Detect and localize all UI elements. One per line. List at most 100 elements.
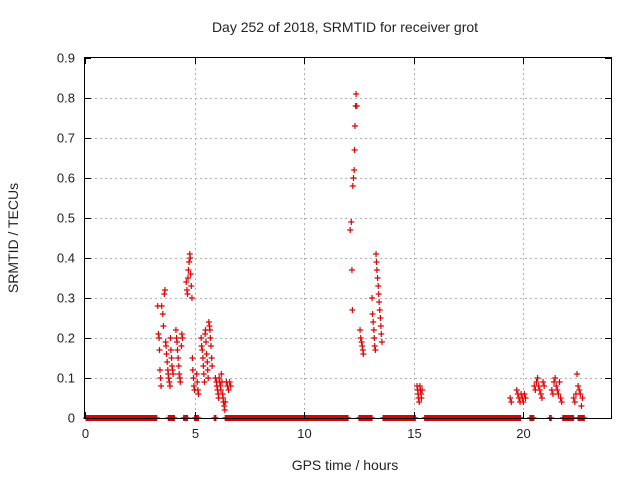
y-tick-label: 0.3	[57, 291, 75, 306]
data-point	[369, 295, 376, 301]
data-point	[156, 335, 163, 341]
data-point	[571, 399, 578, 405]
axis-ticks: 0 0.1 0.2 0.3 0.4 0.5 0.6 0.7 0.8 0.9 0 5 10 15 20	[57, 51, 611, 441]
data-point	[175, 363, 182, 369]
data-point	[576, 387, 583, 393]
data-point	[167, 347, 174, 353]
data-point	[556, 379, 563, 385]
data-point	[577, 391, 584, 397]
data-point	[370, 319, 377, 325]
data-point	[188, 295, 195, 301]
data-point	[158, 303, 165, 309]
data-point	[165, 375, 172, 381]
data-point	[521, 391, 528, 397]
data-point	[158, 383, 165, 389]
data-point	[217, 387, 224, 393]
data-point	[216, 375, 223, 381]
data-point	[159, 311, 166, 317]
data-point	[419, 387, 426, 393]
y-tick-label: 0.7	[57, 131, 75, 146]
data-point	[374, 275, 381, 281]
chart-title: Day 252 of 2018, SRMTID for receiver gro…	[212, 19, 478, 35]
data-point	[203, 351, 210, 357]
data-point	[373, 251, 380, 257]
data-point	[548, 387, 555, 393]
data-point	[418, 395, 425, 401]
data-point	[178, 343, 185, 349]
data-point	[551, 379, 558, 385]
data-point	[190, 375, 197, 381]
data-point	[187, 271, 194, 277]
x-tick-label: 5	[192, 426, 199, 441]
y-tick-label: 0.5	[57, 211, 75, 226]
data-point	[222, 399, 229, 405]
data-point	[168, 355, 175, 361]
data-point	[549, 391, 556, 397]
x-tick-label: 15	[407, 426, 421, 441]
data-point	[193, 371, 200, 377]
data-point	[204, 367, 211, 373]
data-point	[185, 267, 192, 273]
data-point	[378, 339, 385, 345]
data-point	[535, 383, 542, 389]
data-point	[209, 363, 216, 369]
data-point	[558, 399, 565, 405]
data-point	[194, 387, 201, 393]
data-point	[520, 399, 527, 405]
data-point	[373, 267, 380, 273]
data-point	[226, 379, 233, 385]
data-point	[208, 343, 215, 349]
data-point	[156, 367, 163, 373]
data-point	[579, 395, 586, 401]
data-point	[537, 391, 544, 397]
y-axis-label: SRMTID / TECUs	[5, 183, 21, 293]
data-point	[538, 395, 545, 401]
x-tick-label: 20	[516, 426, 530, 441]
data-markers	[83, 91, 588, 421]
data-point	[218, 371, 225, 377]
data-point	[208, 355, 215, 361]
data-point	[357, 327, 364, 333]
data-point	[186, 259, 193, 265]
data-point	[353, 91, 360, 97]
y-tick-label: 0.8	[57, 91, 75, 106]
grid-lines	[85, 58, 611, 418]
plot-frame	[84, 57, 612, 419]
data-point	[376, 299, 383, 305]
data-point	[372, 347, 379, 353]
data-point	[169, 363, 176, 369]
x-axis-label: GPS time / hours	[292, 457, 399, 473]
data-point	[375, 291, 382, 297]
data-point	[163, 351, 170, 357]
y-tick-label: 0.9	[57, 51, 75, 66]
data-point	[351, 167, 358, 173]
data-point	[167, 335, 174, 341]
data-point	[156, 347, 163, 353]
data-point	[201, 379, 208, 385]
data-point	[358, 339, 365, 345]
data-point	[160, 323, 167, 329]
data-point	[199, 347, 206, 353]
data-point	[351, 147, 358, 153]
x-tick-label: 0	[82, 426, 89, 441]
data-point	[508, 399, 515, 405]
data-point	[555, 391, 562, 397]
data-point	[174, 347, 181, 353]
data-point	[376, 307, 383, 313]
data-point	[198, 335, 205, 341]
data-point	[157, 375, 164, 381]
data-point	[178, 331, 185, 337]
data-point	[166, 379, 173, 385]
data-point	[155, 331, 162, 337]
x-tick-label: 10	[297, 426, 311, 441]
data-point	[205, 319, 212, 325]
data-point	[174, 339, 181, 345]
y-tick-label: 0.6	[57, 171, 75, 186]
y-tick-label: 0.2	[57, 331, 75, 346]
data-point	[172, 327, 179, 333]
data-point	[221, 403, 228, 409]
data-point	[375, 283, 382, 289]
data-point	[195, 391, 202, 397]
data-point	[536, 387, 543, 393]
